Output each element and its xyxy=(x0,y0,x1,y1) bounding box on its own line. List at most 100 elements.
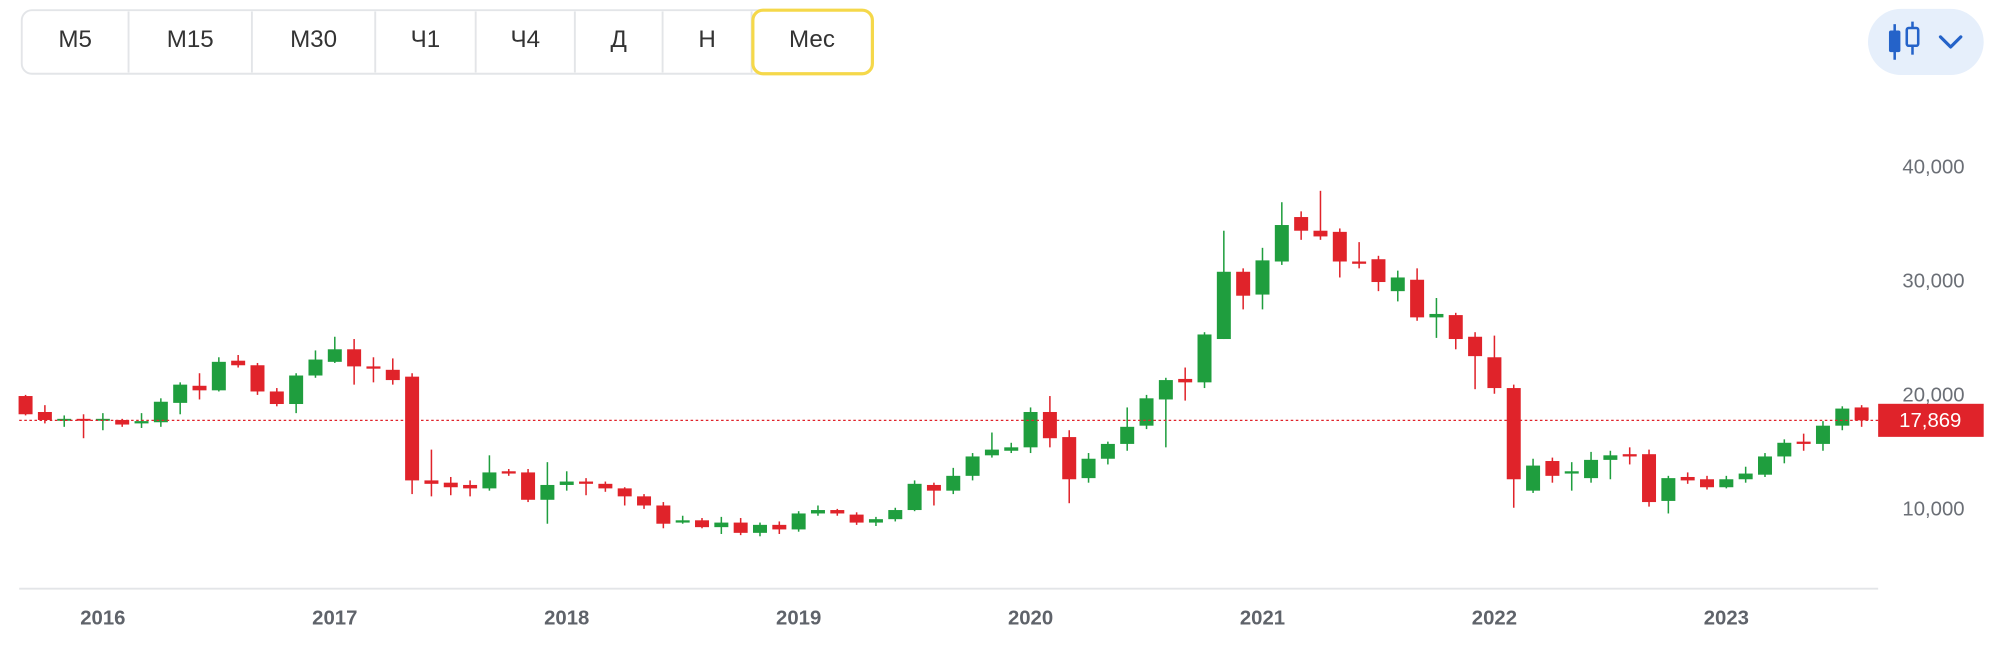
candle-body xyxy=(250,365,265,392)
candle-body xyxy=(1004,447,1019,451)
candle-body xyxy=(327,349,342,362)
candle-body xyxy=(1777,442,1792,457)
candle-body xyxy=(1294,217,1309,231)
candle-body xyxy=(1120,426,1135,444)
timeframe-button[interactable]: М5 xyxy=(58,26,92,53)
timeframe-button[interactable]: М15 xyxy=(167,26,214,53)
candle-body xyxy=(1081,458,1096,479)
candle-body xyxy=(289,375,304,405)
candle-body xyxy=(1835,408,1850,426)
y-tick-label: 30,000 xyxy=(1902,270,1964,292)
candle-body xyxy=(385,369,400,381)
timeframe-button[interactable]: Ч4 xyxy=(511,26,541,53)
timeframe-button[interactable]: Мес xyxy=(789,26,835,53)
timeframe-bar xyxy=(20,9,873,75)
candle-body xyxy=(115,419,130,425)
candle-body xyxy=(830,510,845,514)
candle-body xyxy=(579,481,594,484)
candle-body xyxy=(1700,479,1715,488)
candle-body xyxy=(1332,231,1347,262)
candle-body xyxy=(598,483,613,489)
candle-body xyxy=(153,401,168,423)
candle-body xyxy=(695,520,710,528)
timeframe-button[interactable]: Ч1 xyxy=(411,26,441,53)
candle-body xyxy=(1564,471,1579,474)
candle-body xyxy=(1390,277,1405,292)
candle-body xyxy=(211,361,226,391)
candle-body xyxy=(1468,336,1483,357)
candle-body xyxy=(1584,459,1599,479)
candle-body xyxy=(1642,454,1657,503)
candle-body xyxy=(1796,441,1811,444)
candle-body xyxy=(1236,271,1251,296)
timeframe-button[interactable]: Д xyxy=(611,26,627,53)
candle-body xyxy=(192,385,207,391)
candle-body xyxy=(1100,443,1115,459)
candle-body xyxy=(308,359,323,376)
candle-body xyxy=(443,482,458,488)
timeframe-button[interactable]: Н xyxy=(698,26,715,53)
candle-body xyxy=(501,471,516,474)
y-tick-label: 40,000 xyxy=(1902,156,1964,178)
candle-body xyxy=(134,421,149,424)
candle-body xyxy=(791,513,806,530)
candle-body xyxy=(1506,388,1521,480)
candle-body xyxy=(772,524,787,530)
x-tick-label: 2018 xyxy=(544,608,589,630)
candle-body xyxy=(76,418,91,421)
candle-body xyxy=(1815,425,1830,444)
candle-body xyxy=(1487,357,1502,389)
candle-body xyxy=(752,524,767,533)
x-tick-label: 2020 xyxy=(1008,608,1053,630)
candle-body xyxy=(907,483,922,511)
candle-body xyxy=(366,366,381,369)
candle-body xyxy=(1255,260,1270,295)
last-price-label: 17,869 xyxy=(1899,410,1961,432)
x-tick-label: 2022 xyxy=(1472,608,1517,630)
candle-body xyxy=(1526,465,1541,491)
candle-body xyxy=(1139,398,1154,426)
candle-body xyxy=(1738,473,1753,480)
candle-body xyxy=(18,396,33,415)
candle-body xyxy=(1719,479,1734,488)
candle-body xyxy=(405,376,420,481)
x-tick-label: 2019 xyxy=(776,608,821,630)
candle-body xyxy=(37,411,52,420)
timeframe-button[interactable]: М30 xyxy=(290,26,337,53)
candle-body xyxy=(521,472,536,500)
candle-body xyxy=(463,484,478,489)
dropdown-chevron xyxy=(1938,35,1963,49)
candle-icon xyxy=(1888,21,1920,60)
candle-body xyxy=(1603,455,1618,460)
candle-body xyxy=(559,481,574,485)
candle-body xyxy=(1178,378,1193,383)
candle-body xyxy=(1410,279,1425,318)
candle-body xyxy=(926,484,941,491)
candle-body xyxy=(347,349,362,367)
candle-body xyxy=(1023,411,1038,448)
last-price-badge xyxy=(1878,403,1984,437)
candle-body xyxy=(656,505,671,524)
x-tick-label: 2017 xyxy=(312,608,357,630)
candle-body xyxy=(482,472,497,489)
y-tick-label: 20,000 xyxy=(1902,384,1964,406)
candle-body xyxy=(1680,476,1695,481)
timeframe-buttons: М5 М15 М30 Ч1 Ч4 Д Н Мес xyxy=(58,8,874,76)
candle-body xyxy=(984,449,999,456)
candle-body xyxy=(965,456,980,476)
candle-body xyxy=(1042,411,1057,439)
candle-body xyxy=(1622,454,1637,457)
plot: 10,000 20,000 30,000 40,000 2016 2017 2018 2019… xyxy=(18,156,1984,630)
candle-body xyxy=(173,384,188,403)
candle-body xyxy=(617,488,632,497)
candle-body xyxy=(1854,407,1869,421)
candle-body xyxy=(424,480,439,484)
candle-body xyxy=(1661,478,1676,501)
candle-body xyxy=(637,496,652,506)
chart-type-button[interactable] xyxy=(1867,8,1984,76)
candle-body xyxy=(1429,313,1444,318)
candle-body xyxy=(1062,437,1077,480)
candle-body xyxy=(1197,334,1212,383)
x-tick-label: 2016 xyxy=(80,608,125,630)
